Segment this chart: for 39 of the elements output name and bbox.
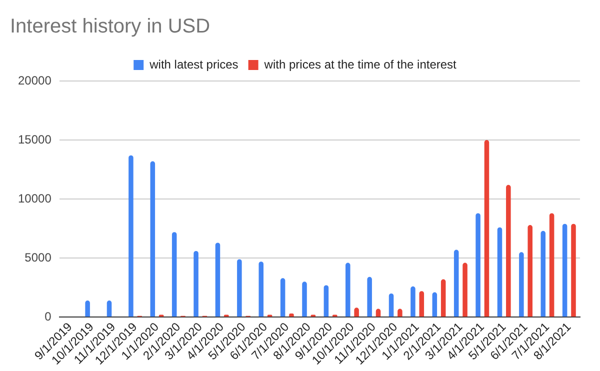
bar <box>410 286 416 317</box>
bar <box>432 292 438 317</box>
legend-label: with latest prices <box>148 57 238 72</box>
bar <box>419 291 424 317</box>
bar <box>497 227 502 317</box>
y-tick-label: 5000 <box>24 250 52 264</box>
bar <box>571 224 576 317</box>
bar <box>506 184 511 317</box>
y-tick-label: 0 <box>44 309 52 324</box>
bar <box>194 250 198 317</box>
bar <box>540 230 546 317</box>
bar <box>128 155 134 317</box>
bar <box>476 213 480 317</box>
bar <box>302 282 307 317</box>
bar <box>324 285 329 317</box>
bar <box>528 225 532 317</box>
bar <box>388 293 394 317</box>
y-tick-label: 20000 <box>18 73 52 88</box>
bar <box>549 213 554 317</box>
bar <box>367 276 372 317</box>
bar <box>237 259 242 317</box>
bar <box>454 250 459 317</box>
y-tick-label: 15000 <box>18 132 52 146</box>
bar <box>440 279 446 317</box>
bar <box>85 300 90 317</box>
bar <box>215 242 220 317</box>
chart-title: Interest history in USD <box>10 16 210 38</box>
legend-label: with prices at the time of the interest <box>263 57 458 72</box>
bar <box>462 262 468 317</box>
bar <box>562 224 568 317</box>
y-tick-label: 10000 <box>18 191 52 206</box>
bar <box>258 262 264 317</box>
bar <box>150 161 156 317</box>
bar <box>346 262 350 317</box>
bar <box>106 300 112 317</box>
bar <box>172 232 177 317</box>
bar <box>280 278 286 317</box>
bar <box>519 252 524 317</box>
bar <box>484 140 490 317</box>
